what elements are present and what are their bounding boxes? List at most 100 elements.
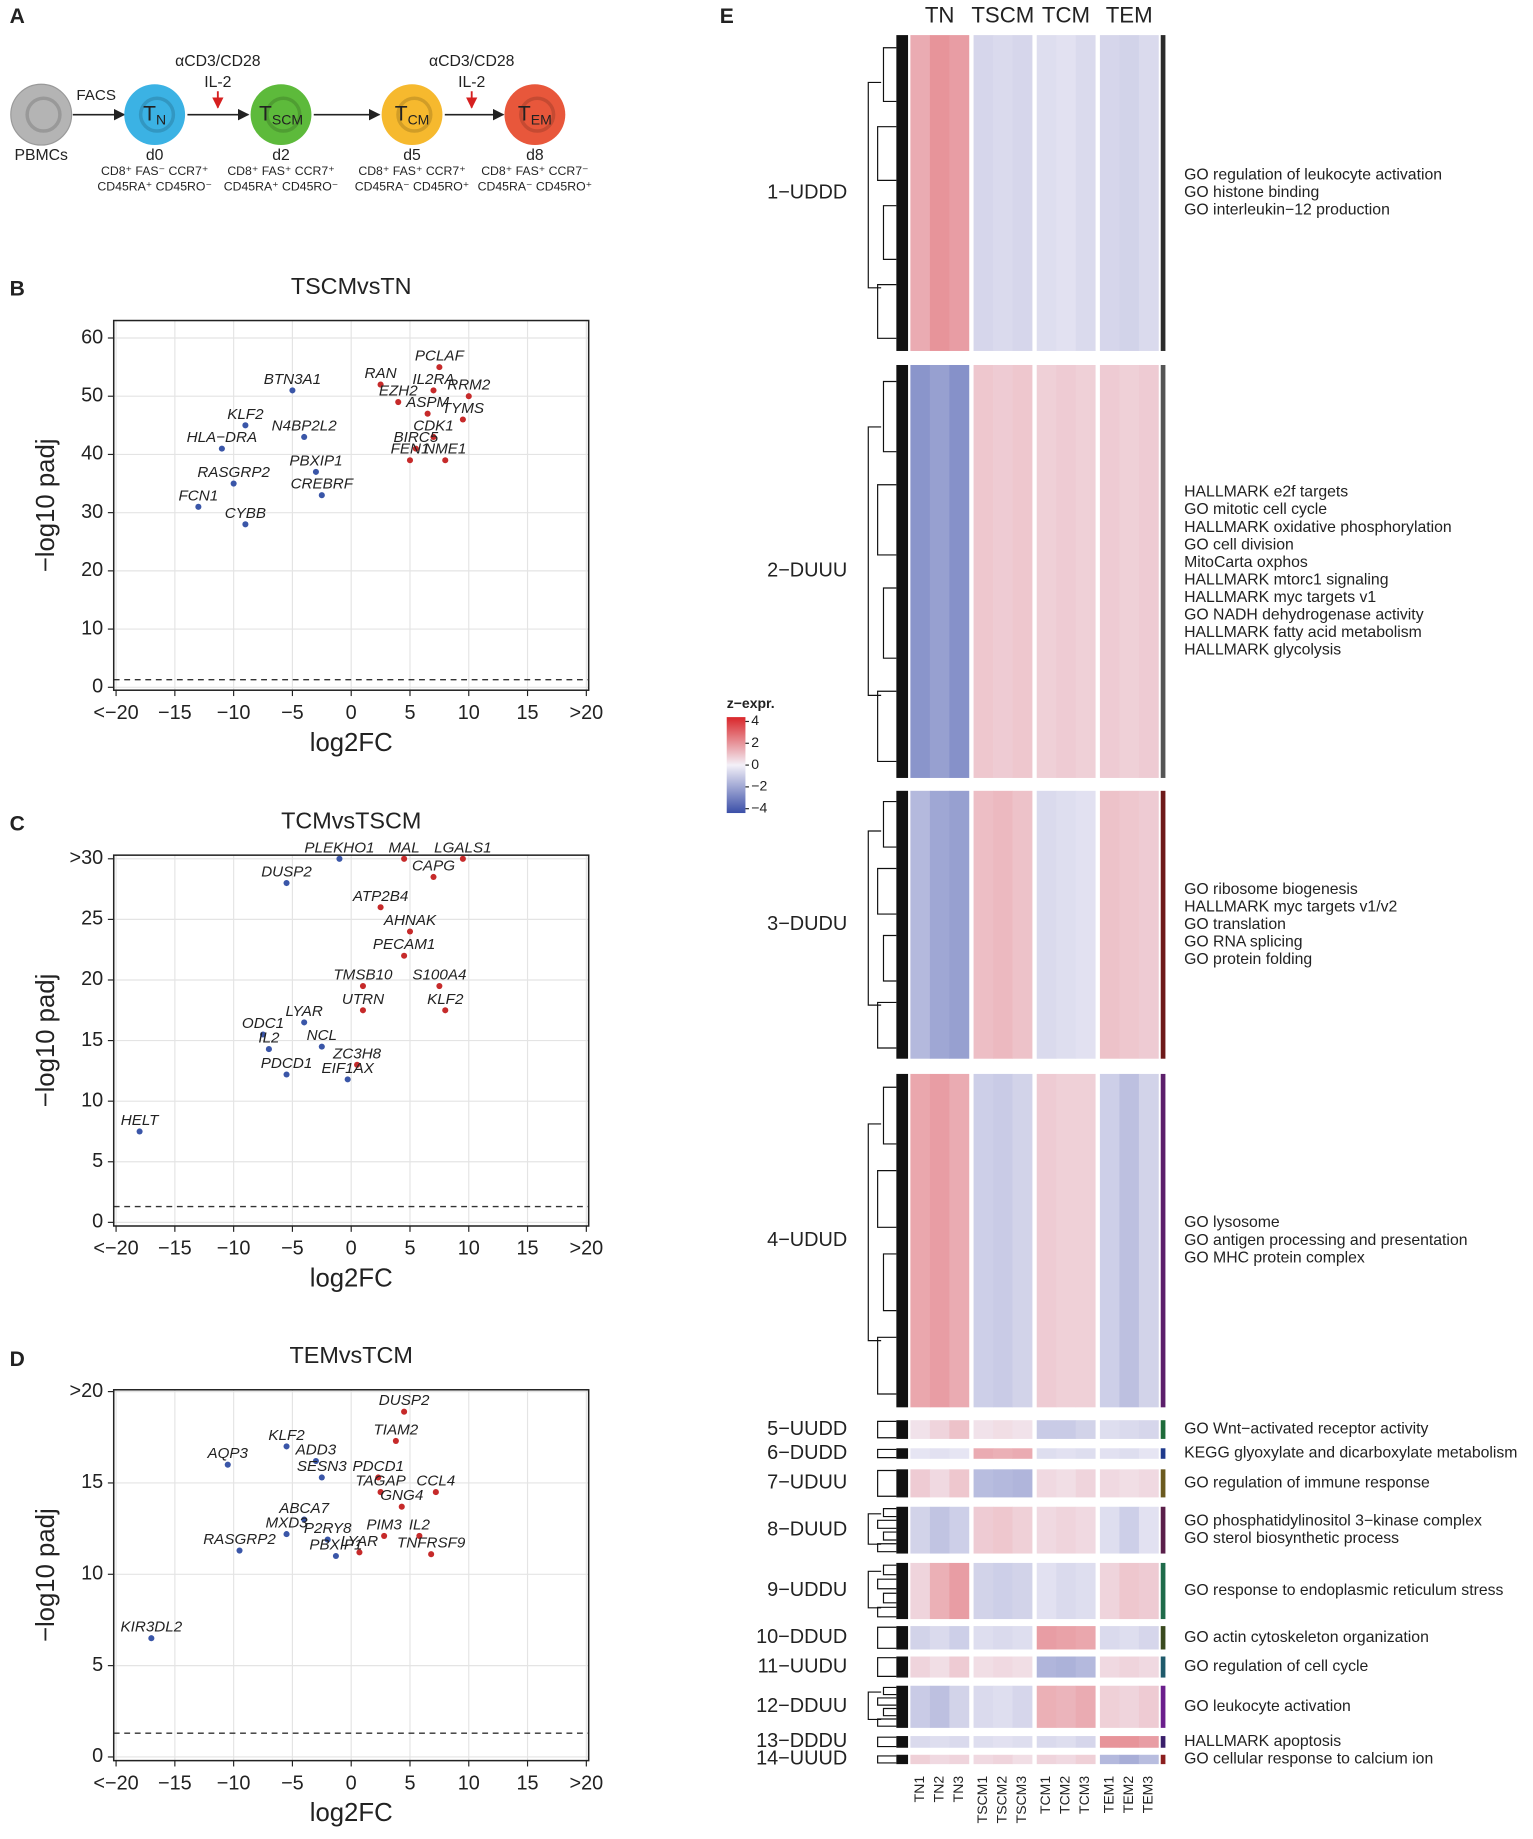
point (301, 1516, 308, 1523)
sample-label: TN2 (930, 1776, 946, 1803)
cluster-bar (1160, 1073, 1166, 1408)
x-tick-label: <−20 (93, 1238, 138, 1260)
cluster-bar (1160, 1736, 1166, 1748)
markers: CD8⁺ FAS⁻ CCR7⁺ (101, 164, 208, 178)
heat-cell (1036, 1754, 1057, 1765)
dendrogram-base (896, 1685, 909, 1728)
heat-cell (949, 1506, 970, 1554)
markers: CD45RA⁻ CD45RO⁺ (478, 179, 593, 193)
gene-label: ATP2B4 (352, 888, 408, 905)
gene-label: HELT (121, 1112, 160, 1129)
day: d0 (146, 147, 164, 164)
point (377, 1489, 384, 1496)
heat-cell (910, 1656, 931, 1678)
heat-cell (910, 1754, 931, 1765)
dendrogram (882, 934, 897, 982)
heat-cell (1119, 1685, 1140, 1728)
heat-cell (1099, 790, 1120, 1059)
term: GO Wnt−activated receptor activity (1184, 1421, 1428, 1438)
point (230, 480, 237, 487)
heat-cell (1119, 1562, 1140, 1620)
heat-cell (1056, 1685, 1077, 1728)
heat-cell (1036, 1626, 1057, 1650)
panel-letter: E (720, 5, 734, 28)
gene-label: IL2RA (412, 371, 454, 388)
point (430, 387, 437, 394)
group-header: TN (925, 2, 955, 27)
dendrogram-base (896, 1736, 909, 1748)
gene-label: PDCD1 (261, 1055, 312, 1072)
heat-cell (973, 1469, 994, 1498)
heat-cell (1012, 1469, 1033, 1498)
heat-cell (1119, 1626, 1140, 1650)
heat-cell (949, 1448, 970, 1459)
cluster-label: 12−DDUU (756, 1695, 847, 1717)
heat-cell (929, 1469, 950, 1498)
gene-label: PECAM1 (373, 936, 435, 953)
gene-label: LGALS1 (434, 839, 491, 856)
point (242, 521, 249, 528)
heat-cell (1119, 1448, 1140, 1459)
markers: CD8⁺ FAS⁺ CCR7⁺ (227, 164, 334, 178)
heat-cell (1138, 1420, 1159, 1439)
heat-cell (949, 1469, 970, 1498)
heat-cell (1012, 1448, 1033, 1459)
y-tick-label: 40 (81, 443, 103, 465)
point (301, 1019, 308, 1026)
gene-label: KLF2 (427, 991, 464, 1008)
cluster-bar (1160, 1506, 1166, 1554)
term: HALLMARK e2f targets (1184, 484, 1348, 501)
y-tick-label: 10 (81, 1563, 103, 1585)
sample-label: TEM1 (1100, 1776, 1116, 1814)
cluster-label: 9−UDDU (767, 1579, 847, 1601)
point (344, 1076, 351, 1083)
plot-frame (112, 854, 590, 1227)
point (395, 398, 402, 406)
dendrogram (877, 1755, 897, 1764)
panel-letter: A (10, 5, 25, 28)
term: GO cell division (1184, 536, 1294, 553)
gene-label: RASGRP2 (203, 1531, 276, 1548)
heat-cell (1012, 1562, 1033, 1620)
dendrogram-base (896, 364, 909, 778)
term: GO sterol biosynthetic process (1184, 1530, 1399, 1547)
cluster-bar (1160, 1754, 1166, 1765)
heat-cell (949, 1656, 970, 1678)
gene-label: NME1 (424, 441, 466, 458)
gene-label: DUSP2 (379, 1392, 430, 1409)
cell-label: TCM (395, 102, 430, 127)
gene-label: TNFRSF9 (397, 1535, 466, 1552)
point (318, 1043, 325, 1050)
heat-cell (910, 1506, 931, 1554)
term: HALLMARK glycolysis (1184, 642, 1341, 659)
heat-cell (993, 1656, 1013, 1678)
heat-cell (910, 1562, 931, 1620)
heat-cell (1119, 1073, 1140, 1408)
point (148, 1635, 155, 1642)
cell-main: T (395, 102, 408, 125)
heat-cell (1138, 364, 1159, 778)
x-tick-label: 0 (346, 1772, 357, 1794)
gene-label: NCL (307, 1027, 337, 1044)
day: d2 (272, 147, 290, 164)
cell-label: TEM (518, 102, 552, 127)
point (377, 381, 384, 388)
gene-label: RRM2 (447, 377, 491, 394)
markers: CD8⁺ FAS⁺ CCR7⁻ (481, 164, 588, 178)
heat-cell (993, 1626, 1013, 1650)
heat-cell (949, 1685, 970, 1728)
stimulus: αCD3/CD28 (175, 53, 261, 70)
term: GO MHC protein complex (1184, 1249, 1365, 1266)
heat-cell (910, 1073, 931, 1408)
colorbar-tick-label: −4 (751, 799, 767, 815)
sample-label: TN3 (950, 1776, 966, 1803)
point (381, 1532, 388, 1539)
markers: CD8⁺ FAS⁺ CCR7⁺ (358, 164, 465, 178)
heat-cell (1056, 1626, 1077, 1650)
point (218, 445, 225, 452)
term: HALLMARK oxidative phosphorylation (1184, 519, 1452, 536)
point (416, 1532, 423, 1539)
point (424, 410, 431, 417)
heat-cell (1099, 1506, 1120, 1554)
dendrogram (882, 1707, 897, 1717)
